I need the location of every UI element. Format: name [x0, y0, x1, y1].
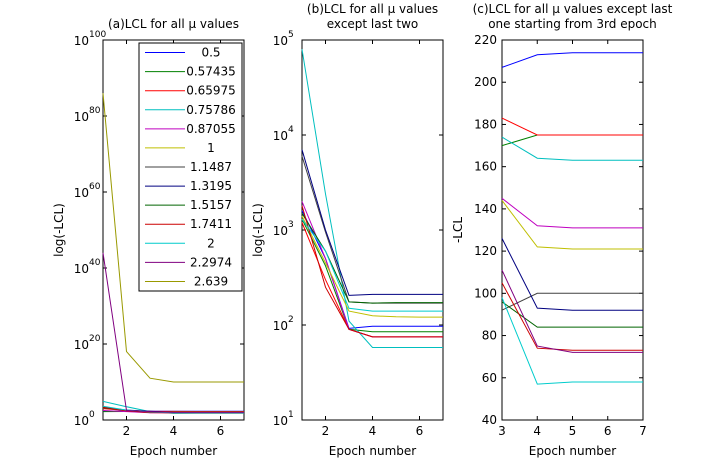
series-line-7 — [301, 149, 443, 296]
chart-title-line2: one starting from 3rd epoch — [488, 17, 657, 31]
series-line-9 — [501, 282, 643, 351]
y-tick-label: 220 — [474, 33, 497, 47]
series-line-7 — [501, 238, 643, 311]
series-line-8 — [501, 301, 643, 328]
legend-label-8: 1.5157 — [190, 198, 232, 212]
y-tick-label: 10 — [74, 262, 89, 276]
chart-title-line2: except last two — [327, 17, 419, 31]
x-tick-label: 3 — [498, 424, 506, 438]
y-tick-label: 10 — [74, 338, 89, 352]
y-axis-label: log(-LCL) — [251, 203, 265, 257]
legend-label-4: 0.87055 — [186, 122, 236, 136]
y-axis-label: -LCL — [451, 217, 465, 243]
series-line-11 — [501, 269, 643, 353]
x-tick-label: 6 — [604, 424, 612, 438]
series-line-6 — [501, 292, 643, 311]
series-line-10 — [301, 218, 443, 312]
y-tick-exponent: 60 — [89, 182, 101, 192]
y-tick-exponent: 100 — [89, 30, 106, 40]
x-tick-label: 2 — [123, 424, 131, 438]
plot-frame — [501, 39, 644, 421]
legend-label-2: 0.65975 — [186, 84, 236, 98]
x-axis-label: Epoch number — [130, 444, 217, 458]
y-tick-exponent: 2 — [288, 315, 294, 325]
y-tick-label: 10 — [74, 186, 89, 200]
series-line-1 — [301, 218, 443, 333]
x-tick-label: 4 — [533, 424, 541, 438]
x-tick-label: 2 — [322, 424, 330, 438]
y-tick-label: 180 — [474, 117, 497, 131]
series-line-0 — [501, 52, 643, 68]
y-tick-exponent: 3 — [288, 220, 294, 230]
y-tick-exponent: 1 — [288, 410, 294, 420]
legend-label-0: 0.5 — [201, 46, 220, 60]
y-tick-label: 160 — [474, 160, 497, 174]
y-tick-exponent: 5 — [288, 30, 294, 40]
y-tick-label: 60 — [482, 371, 497, 385]
legend-label-1: 0.57435 — [186, 65, 236, 79]
series-line-5 — [501, 200, 643, 250]
legend-label-5: 1 — [207, 141, 215, 155]
legend-box — [138, 42, 243, 292]
y-tick-exponent: 40 — [89, 258, 101, 268]
y-axis-label: log(-LCL) — [52, 203, 66, 257]
y-tick-label: 10 — [74, 34, 89, 48]
y-tick-label: 10 — [273, 129, 288, 143]
y-tick-label: 100 — [474, 286, 497, 300]
chart-title: (a)LCL for all μ values — [108, 17, 239, 31]
y-tick-label: 10 — [74, 110, 89, 124]
x-tick-label: 4 — [369, 424, 377, 438]
chart-title: (c)LCL for all μ values except last — [473, 2, 673, 16]
series-line-9 — [301, 205, 443, 338]
series-line-11 — [102, 252, 244, 413]
y-tick-label: 40 — [482, 413, 497, 427]
panel-2: 3 4 5 6 7 40 60 80 100 120 140 160 180 200 220 (c)LCL f… — [451, 2, 673, 458]
legend-label-10: 2 — [207, 236, 215, 250]
x-tick-label: 5 — [569, 424, 577, 438]
y-tick-exponent: 4 — [288, 125, 294, 135]
legend-label-3: 0.75786 — [186, 103, 236, 117]
series-line-4 — [501, 197, 643, 229]
series-line-12 — [102, 93, 244, 383]
legend-label-9: 1.7411 — [190, 217, 232, 231]
series-line-3 — [301, 49, 443, 348]
x-axis-label: Epoch number — [529, 444, 616, 458]
x-axis-label: Epoch number — [329, 444, 416, 458]
y-tick-label: 10 — [273, 224, 288, 238]
y-tick-exponent: 80 — [89, 106, 101, 116]
y-tick-exponent: 20 — [89, 334, 101, 344]
series-line-5 — [301, 215, 443, 318]
chart-title: (b)LCL for all μ values — [307, 2, 438, 16]
series-line-10 — [501, 297, 643, 385]
y-tick-exponent: 0 — [89, 410, 95, 420]
x-tick-label: 4 — [170, 424, 178, 438]
legend-label-6: 1.1487 — [190, 160, 232, 174]
y-tick-label: 200 — [474, 75, 497, 89]
legend-label-11: 2.2974 — [190, 255, 232, 269]
series-line-3 — [501, 136, 643, 161]
y-tick-label: 10 — [273, 34, 288, 48]
legend: 0.5 0.57435 0.65975 0.75786 0.87055 1 1.1487 1.… — [138, 42, 243, 292]
x-tick-label: 6 — [217, 424, 225, 438]
plot-frame — [301, 39, 444, 421]
x-tick-label: 6 — [416, 424, 424, 438]
y-tick-label: 10 — [74, 414, 89, 428]
y-tick-label: 140 — [474, 202, 497, 216]
y-tick-label: 10 — [273, 319, 288, 333]
y-tick-label: 80 — [482, 329, 497, 343]
x-tick-label: 7 — [639, 424, 647, 438]
y-tick-label: 120 — [474, 244, 497, 258]
series-line-2 — [501, 117, 643, 136]
y-tick-label: 10 — [273, 414, 288, 428]
legend-label-12: 2.639 — [194, 274, 228, 288]
legend-label-7: 1.3195 — [190, 179, 232, 193]
